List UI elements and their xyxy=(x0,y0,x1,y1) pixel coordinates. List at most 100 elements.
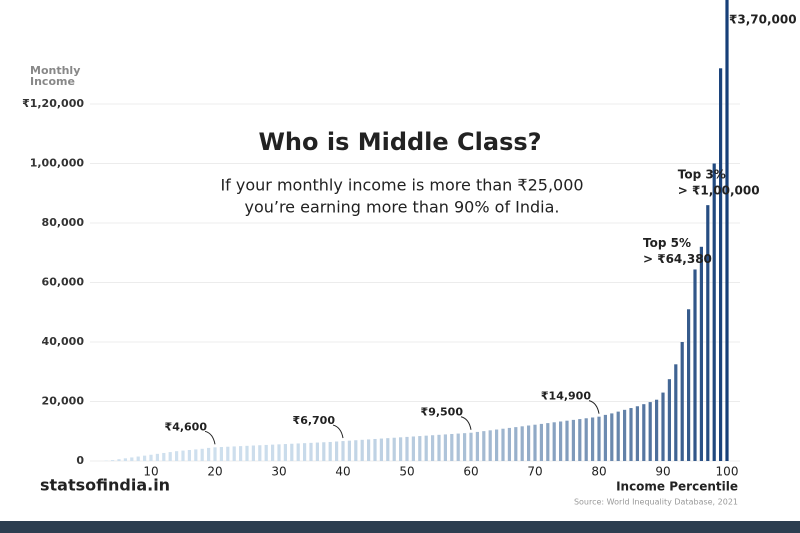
source: Source: World Inequality Database, 2021 xyxy=(574,498,738,507)
y-tick-label: 1,00,000 xyxy=(30,157,85,170)
value-label: ₹6,700 xyxy=(293,414,336,427)
bar xyxy=(418,436,422,461)
bar xyxy=(136,456,140,461)
chart-title: Who is Middle Class? xyxy=(258,128,541,156)
x-tick-label: 90 xyxy=(655,465,670,479)
x-tick-label: 80 xyxy=(591,465,606,479)
bar xyxy=(578,419,582,461)
bar xyxy=(296,443,300,461)
subtitle: you’re earning more than 90% of India. xyxy=(244,198,559,217)
bar xyxy=(507,427,511,461)
bar xyxy=(219,447,223,461)
bar xyxy=(130,457,134,461)
bar xyxy=(213,447,217,461)
bar xyxy=(373,438,377,461)
bar xyxy=(680,342,684,461)
bar xyxy=(443,434,447,461)
bar xyxy=(341,441,345,461)
bar xyxy=(667,379,671,461)
bar xyxy=(392,437,396,461)
y-tick-label: ₹1,20,000 xyxy=(22,97,84,110)
bar xyxy=(245,445,249,461)
x-tick-label: 70 xyxy=(527,465,542,479)
bar xyxy=(629,408,633,461)
bar xyxy=(200,448,204,461)
x-tick-label: 50 xyxy=(399,465,414,479)
x-tick-label: 20 xyxy=(207,465,222,479)
value-label: ₹4,600 xyxy=(165,420,208,433)
bar xyxy=(386,438,390,461)
leader xyxy=(588,400,600,414)
value-label: ₹3,70,000 xyxy=(729,13,797,27)
bar xyxy=(559,421,563,461)
bar xyxy=(290,443,294,461)
bar xyxy=(309,442,313,461)
bar xyxy=(616,411,620,461)
annotation: Top 5% xyxy=(643,236,691,250)
subtitle: If your monthly income is more than ₹25,… xyxy=(220,176,583,195)
leader xyxy=(332,424,344,439)
bar xyxy=(520,426,524,461)
bar xyxy=(187,449,191,461)
bar xyxy=(584,418,588,461)
bar xyxy=(648,402,652,461)
bar xyxy=(725,0,729,461)
bar xyxy=(258,445,262,461)
bar xyxy=(315,442,319,461)
y-tick-label: 80,000 xyxy=(42,216,85,229)
bar xyxy=(591,417,595,461)
bar xyxy=(322,442,326,461)
bar xyxy=(271,444,275,461)
bar xyxy=(661,392,665,461)
bar xyxy=(706,205,710,461)
bar xyxy=(597,416,601,461)
bar xyxy=(469,432,473,461)
bar xyxy=(431,435,435,461)
bar xyxy=(149,454,153,461)
footer-band xyxy=(0,521,800,533)
brand: statsofindia.in xyxy=(40,476,170,495)
bar xyxy=(207,447,211,461)
bar xyxy=(283,444,287,461)
bar xyxy=(488,430,492,461)
bar xyxy=(533,424,537,461)
bar xyxy=(450,433,454,461)
x-tick-label: 40 xyxy=(335,465,350,479)
y-axis-label: Monthly Income xyxy=(30,64,81,88)
leader xyxy=(204,430,216,445)
bar xyxy=(117,459,121,461)
bar xyxy=(687,309,691,461)
bar xyxy=(277,444,281,461)
bar xyxy=(155,453,159,461)
bar xyxy=(514,427,518,461)
annotation: Top 3% xyxy=(678,168,726,182)
bar xyxy=(719,68,723,462)
bar xyxy=(603,414,607,461)
bar xyxy=(546,423,550,461)
bar xyxy=(475,431,479,461)
bar xyxy=(712,163,716,461)
bar xyxy=(539,423,543,461)
bar xyxy=(367,439,371,461)
bar xyxy=(405,436,409,461)
bar xyxy=(623,409,627,461)
bar xyxy=(424,435,428,461)
bar xyxy=(168,452,172,461)
bar xyxy=(501,428,505,461)
bar xyxy=(411,436,415,461)
bar xyxy=(232,446,236,461)
y-tick-label: 60,000 xyxy=(42,276,85,289)
bar xyxy=(123,458,127,461)
bar xyxy=(635,406,639,461)
bar xyxy=(354,440,358,461)
x-tick-label: 30 xyxy=(271,465,286,479)
bar xyxy=(347,440,351,461)
bar xyxy=(251,445,255,461)
bar xyxy=(456,433,460,461)
y-tick-label: 0 xyxy=(76,454,84,467)
bar xyxy=(552,422,556,461)
bar xyxy=(360,439,364,461)
bar xyxy=(642,404,646,461)
